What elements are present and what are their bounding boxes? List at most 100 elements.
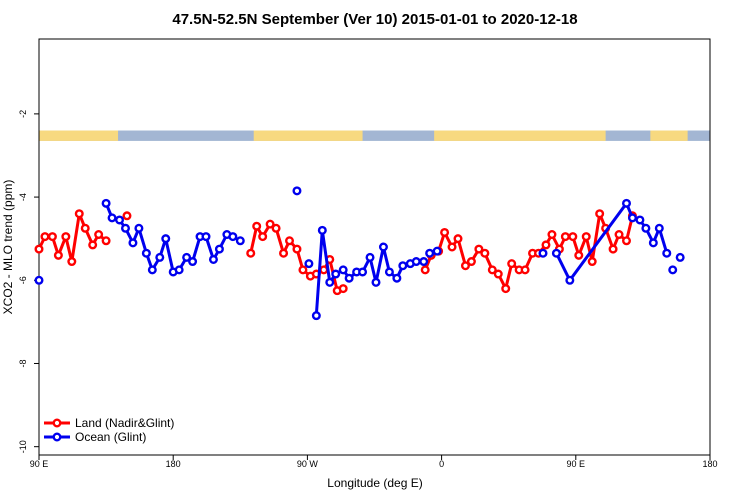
x-axis: 90 E 180 90 W 0 90 E 180 bbox=[30, 455, 718, 469]
data-point bbox=[507, 259, 517, 269]
data-point bbox=[551, 248, 561, 258]
data-point bbox=[53, 250, 63, 260]
data-point bbox=[161, 234, 171, 244]
legend-label: Land (Nadir&Glint) bbox=[75, 416, 174, 430]
legend: Land (Nadir&Glint)Ocean (Glint) bbox=[44, 416, 174, 444]
data-point bbox=[466, 257, 476, 267]
data-point bbox=[378, 242, 388, 252]
x-axis-label: Longitude (deg E) bbox=[327, 476, 422, 490]
y-tick-label: -8 bbox=[18, 359, 28, 367]
data-point bbox=[568, 232, 578, 242]
data-point bbox=[447, 242, 457, 252]
data-point bbox=[311, 311, 321, 321]
data-point bbox=[67, 257, 77, 267]
data-point bbox=[392, 273, 402, 283]
x-tick-label: 0 bbox=[439, 459, 444, 469]
data-point bbox=[425, 248, 435, 258]
data-point bbox=[654, 223, 664, 233]
data-point bbox=[317, 225, 327, 235]
data-point bbox=[621, 198, 631, 208]
data-point bbox=[668, 265, 678, 275]
data-point bbox=[292, 186, 302, 196]
data-point bbox=[560, 232, 570, 242]
data-point bbox=[621, 236, 631, 246]
legend-marker bbox=[52, 418, 62, 428]
data-point bbox=[440, 227, 450, 237]
data-point bbox=[538, 248, 548, 258]
data-point bbox=[228, 232, 238, 242]
data-point bbox=[420, 265, 430, 275]
x-tick-label: 180 bbox=[166, 459, 181, 469]
data-point bbox=[47, 232, 57, 242]
data-point bbox=[662, 248, 672, 258]
data-point bbox=[371, 277, 381, 287]
land-strip-segment bbox=[650, 130, 688, 141]
y-tick-label: -4 bbox=[18, 193, 28, 201]
land-ocean-strip bbox=[39, 130, 710, 141]
chart-title: 47.5N-52.5N September (Ver 10) 2015-01-0… bbox=[172, 11, 577, 28]
data-point bbox=[271, 223, 281, 233]
data-point bbox=[101, 198, 111, 208]
data-point bbox=[325, 277, 335, 287]
data-point bbox=[115, 215, 125, 225]
data-point bbox=[432, 246, 442, 256]
y-tick-label: -10 bbox=[18, 440, 28, 453]
legend-marker bbox=[52, 432, 62, 442]
data-point bbox=[520, 265, 530, 275]
data-point bbox=[627, 213, 637, 223]
y-tick-label: -6 bbox=[18, 276, 28, 284]
series-layer bbox=[34, 186, 685, 321]
data-point bbox=[34, 244, 44, 254]
data-point bbox=[285, 236, 295, 246]
data-point bbox=[252, 221, 262, 231]
data-point bbox=[94, 230, 104, 240]
data-point bbox=[122, 211, 132, 221]
data-point bbox=[155, 252, 165, 262]
data-point bbox=[541, 240, 551, 250]
series-land bbox=[34, 209, 637, 296]
data-point bbox=[61, 232, 71, 242]
data-point bbox=[547, 230, 557, 240]
series-ocean bbox=[34, 186, 685, 321]
data-point bbox=[398, 261, 408, 271]
data-point bbox=[453, 234, 463, 244]
data-point bbox=[675, 252, 685, 262]
land-strip-segment bbox=[39, 130, 119, 141]
data-point bbox=[74, 209, 84, 219]
x-tick-label: 90 W bbox=[297, 459, 319, 469]
data-point bbox=[648, 238, 658, 248]
data-point bbox=[40, 232, 50, 242]
data-point bbox=[88, 240, 98, 250]
data-point bbox=[411, 257, 421, 267]
ocean-strip bbox=[39, 130, 710, 141]
data-point bbox=[279, 248, 289, 258]
data-point bbox=[614, 230, 624, 240]
data-point bbox=[331, 269, 341, 279]
land-strip-segment bbox=[253, 130, 363, 141]
data-point bbox=[128, 238, 138, 248]
data-point bbox=[235, 236, 245, 246]
y-axis-label: XCO2 - MLO trend (ppm) bbox=[1, 180, 15, 315]
x-tick-label: 90 E bbox=[30, 459, 49, 469]
data-point bbox=[174, 265, 184, 275]
data-point bbox=[365, 252, 375, 262]
data-point bbox=[214, 244, 224, 254]
data-point bbox=[338, 284, 348, 294]
data-point bbox=[474, 244, 484, 254]
series-line bbox=[423, 212, 634, 291]
data-point bbox=[480, 248, 490, 258]
data-point bbox=[358, 267, 368, 277]
data-point bbox=[134, 223, 144, 233]
land-strip-segment bbox=[434, 130, 606, 141]
data-point bbox=[419, 257, 429, 267]
data-point bbox=[574, 250, 584, 260]
data-point bbox=[635, 215, 645, 225]
data-point bbox=[501, 284, 511, 294]
data-point bbox=[460, 261, 470, 271]
data-point bbox=[292, 244, 302, 254]
y-tick-label: -2 bbox=[18, 110, 28, 118]
data-point bbox=[258, 232, 268, 242]
x-tick-label: 180 bbox=[702, 459, 717, 469]
